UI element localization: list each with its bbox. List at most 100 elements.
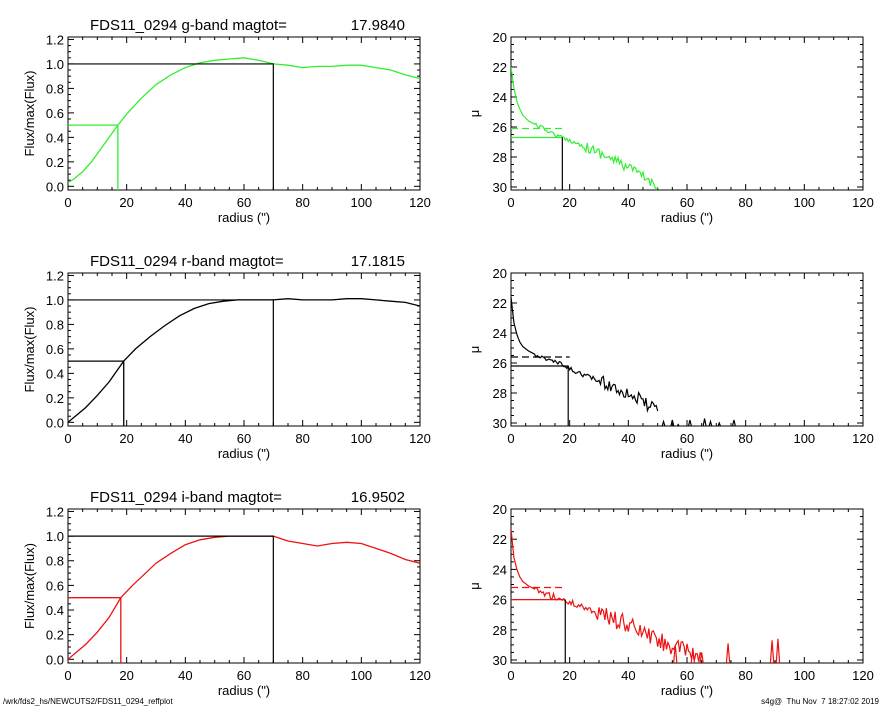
x-tick-label: 80 — [738, 195, 752, 210]
x-tick-label: 60 — [237, 431, 251, 446]
y-tick-label: 24 — [493, 326, 507, 341]
plot-area — [511, 66, 659, 190]
y-tick-label: 22 — [493, 60, 507, 75]
y-tick-label: 1.0 — [46, 293, 64, 308]
y-axis-label: μ — [467, 110, 482, 118]
profile-spike — [769, 640, 775, 663]
y-tick-label: 20 — [493, 502, 507, 517]
x-tick-label: 0 — [64, 668, 71, 683]
x-tick-label: 0 — [507, 668, 514, 683]
y-tick-label: 22 — [493, 532, 507, 547]
y-tick-label: 30 — [493, 653, 507, 668]
profile-line — [511, 528, 703, 662]
x-axis-label: radius (") — [661, 446, 713, 461]
y-tick-label: 0.4 — [46, 603, 64, 618]
x-tick-label: 40 — [178, 668, 192, 683]
profile-spike — [699, 652, 704, 663]
x-tick-label: 100 — [793, 431, 815, 446]
x-tick-label: 20 — [562, 195, 576, 210]
x-tick-label: 0 — [507, 431, 514, 446]
y-tick-label: 0.0 — [46, 415, 64, 430]
x-tick-label: 100 — [350, 431, 372, 446]
y-tick-label: 0.0 — [46, 652, 64, 667]
plot-area — [68, 298, 420, 426]
y-axis-label: Flux/max(Flux) — [22, 307, 37, 393]
x-tick-label: 40 — [178, 195, 192, 210]
y-tick-label: 0.6 — [46, 106, 64, 121]
y-tick-label: 24 — [493, 90, 507, 105]
profile-spike — [702, 418, 707, 426]
panel-g-growth: 0 20 40 60 80 100 120 0.0 0.2 0.4 0.6 0.8 1.0 1.2 radi… — [22, 17, 431, 225]
panel-g-profile: 0 20 40 60 80 100 120 20 22 24 26 28 30 radius (") μ — [467, 30, 874, 225]
y-axis-label: Flux/max(Flux) — [22, 543, 37, 629]
footer-timestamp: s4g@ Thu Nov 7 18:27:02 2019 — [761, 697, 879, 706]
total-radius-marker — [68, 63, 274, 190]
x-axis-label: radius (") — [218, 210, 270, 225]
profile-spike — [708, 419, 713, 426]
y-tick-label: 30 — [493, 180, 507, 195]
plot-area — [68, 535, 420, 663]
y-axis-label: μ — [467, 582, 482, 590]
y-tick-label: 1.2 — [46, 32, 64, 47]
profile-line — [511, 66, 659, 190]
x-tick-label: 40 — [178, 431, 192, 446]
x-tick-label: 60 — [680, 195, 694, 210]
x-axis-label: radius (") — [218, 446, 270, 461]
x-tick-label: 120 — [409, 668, 431, 683]
y-tick-label: 24 — [493, 562, 507, 577]
y-tick-label: 0.2 — [46, 155, 64, 170]
plot-frame — [510, 36, 864, 191]
y-tick-label: 0.8 — [46, 81, 64, 96]
y-tick-label: 0.4 — [46, 366, 64, 381]
profile-spike — [661, 419, 666, 426]
y-tick-label: 28 — [493, 150, 507, 165]
x-tick-label: 60 — [237, 195, 251, 210]
y-tick-label: 1.2 — [46, 268, 64, 283]
y-tick-label: 0.0 — [46, 179, 64, 194]
y-tick-label: 28 — [493, 623, 507, 638]
x-tick-label: 120 — [852, 668, 874, 683]
x-tick-label: 80 — [295, 195, 309, 210]
x-axis-label: radius (") — [661, 683, 713, 698]
profile-spike — [673, 644, 678, 663]
x-axis-label: radius (") — [218, 683, 270, 698]
x-tick-label: 80 — [295, 431, 309, 446]
footer-file-path: /wrk/fds2_hs/NEWCUTS2/FDS11_0294_reffplo… — [3, 697, 173, 706]
y-tick-label: 1.2 — [46, 504, 64, 519]
panel-i-growth: 0 20 40 60 80 100 120 0.0 0.2 0.4 0.6 0.8 1.0 1.2 radi… — [22, 489, 431, 698]
x-tick-label: 100 — [350, 195, 372, 210]
y-tick-label: 1.0 — [46, 529, 64, 544]
chart-title: FDS11_0294 i-band magtot= — [90, 489, 282, 506]
profile-spike — [676, 423, 680, 426]
profile-spike — [725, 643, 731, 663]
panel-r-profile: 0 20 40 60 80 100 120 20 22 24 26 28 30 radius (") μ — [467, 266, 874, 461]
plot-area — [68, 57, 420, 190]
chart-title: FDS11_0294 r-band magtot= — [90, 253, 284, 270]
plot-frame — [67, 36, 421, 191]
x-tick-label: 0 — [507, 195, 514, 210]
y-tick-label: 20 — [493, 266, 507, 281]
x-tick-label: 100 — [793, 195, 815, 210]
profile-spike — [775, 638, 781, 663]
plot-frame — [67, 272, 421, 427]
x-tick-label: 120 — [409, 195, 431, 210]
profile-spike — [731, 419, 736, 426]
x-tick-label: 20 — [119, 195, 133, 210]
x-tick-label: 40 — [621, 668, 635, 683]
x-tick-label: 20 — [562, 668, 576, 683]
x-tick-label: 60 — [237, 668, 251, 683]
y-tick-label: 1.0 — [46, 57, 64, 72]
magtot-value: 16.9502 — [351, 489, 405, 506]
y-tick-label: 0.6 — [46, 342, 64, 357]
x-tick-label: 60 — [680, 668, 694, 683]
x-axis-label: radius (") — [661, 210, 713, 225]
x-tick-label: 120 — [409, 431, 431, 446]
x-tick-label: 120 — [852, 195, 874, 210]
x-tick-label: 20 — [119, 668, 133, 683]
magtot-value: 17.9840 — [351, 17, 405, 34]
profile-spike — [690, 647, 696, 663]
x-tick-label: 80 — [738, 668, 752, 683]
y-tick-label: 26 — [493, 593, 507, 608]
x-tick-label: 0 — [64, 431, 71, 446]
